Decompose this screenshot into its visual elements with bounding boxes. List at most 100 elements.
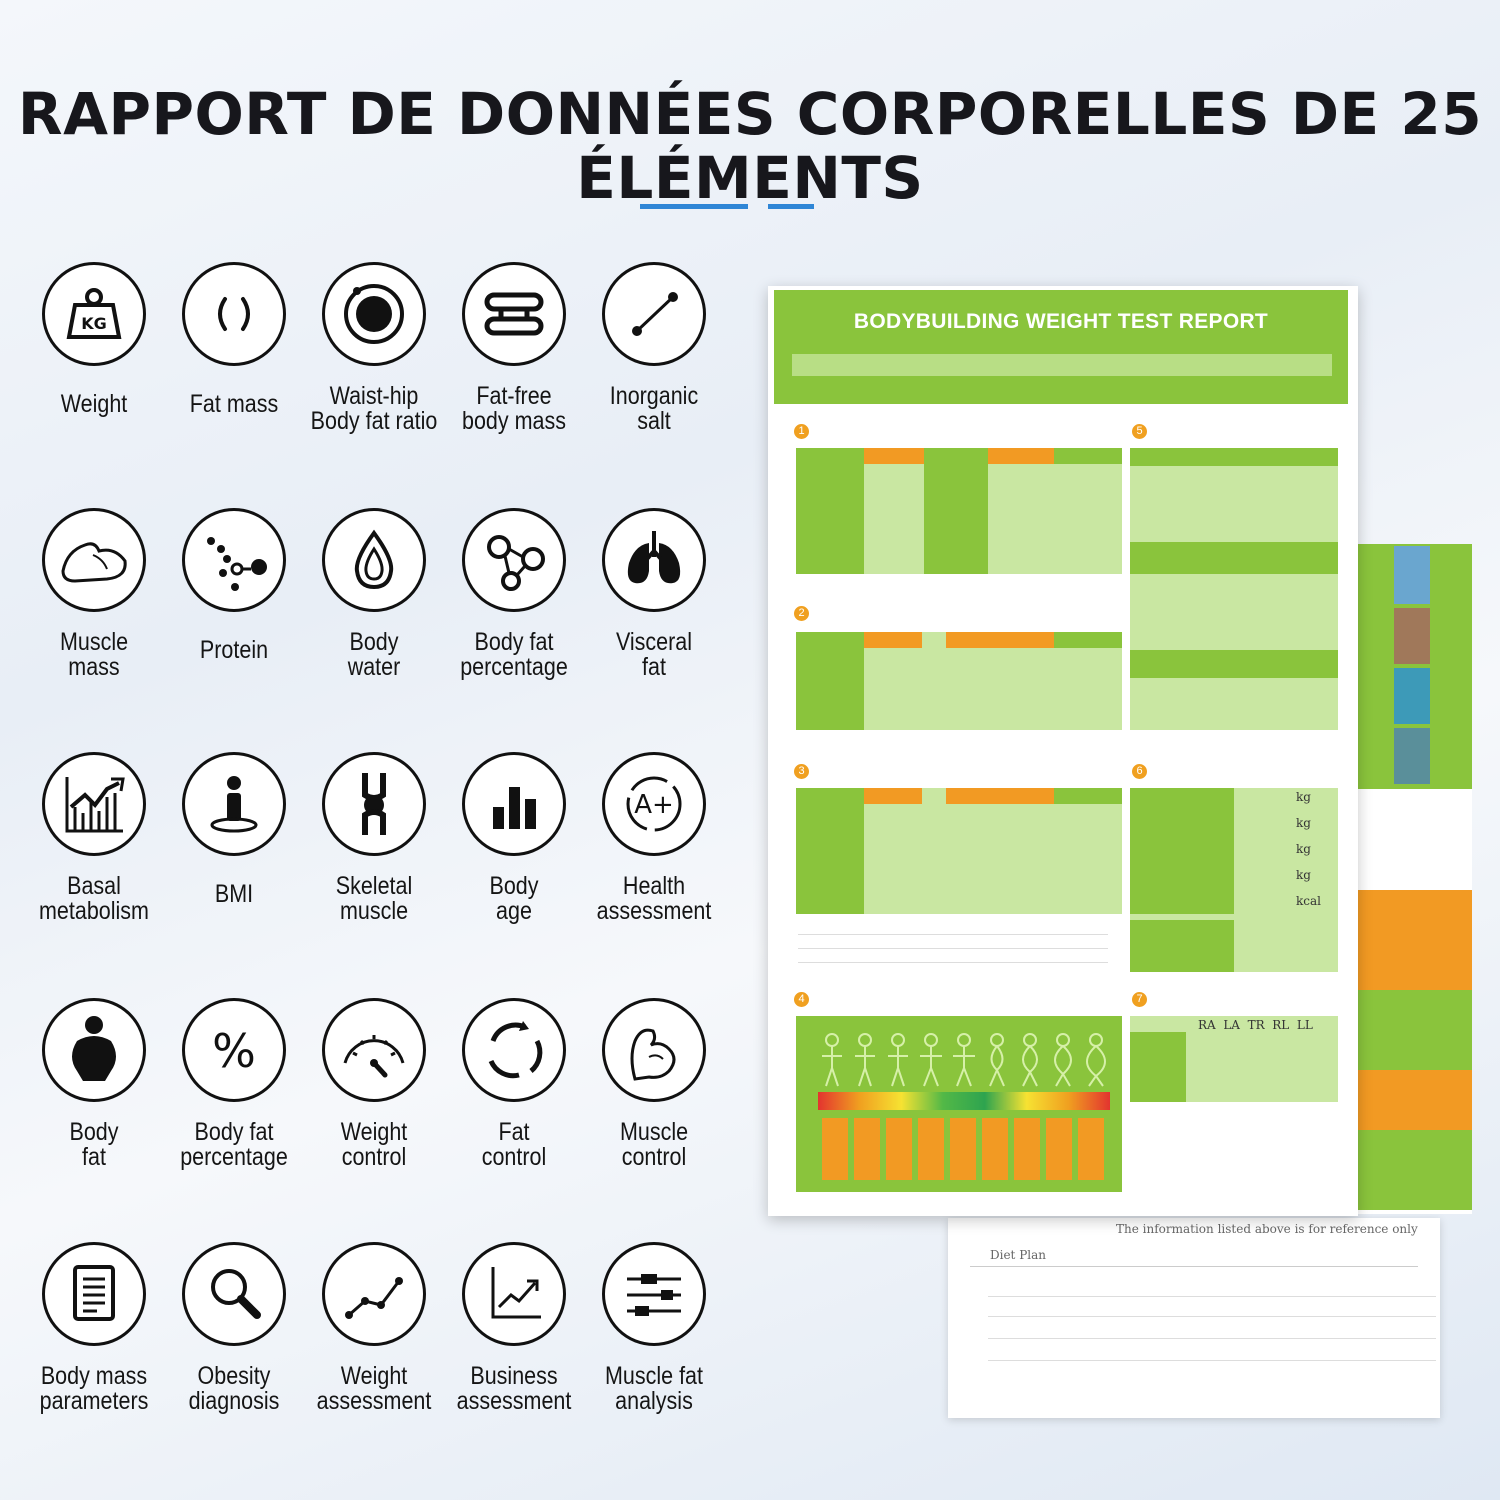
feature-label: BMI <box>170 882 297 907</box>
feature-label: Waist-hip Body fat ratio <box>310 382 438 434</box>
feature-label-line: assessment <box>456 1387 572 1415</box>
feature-label: Business assessment <box>450 1364 577 1414</box>
bone-joint-icon <box>322 752 426 856</box>
feature-item: Weight assessment <box>300 1242 448 1414</box>
feature-label-line: Body mass <box>40 1362 148 1390</box>
bar-chart-icon <box>462 752 566 856</box>
diet-plan-sheet: The information listed above is for refe… <box>948 1218 1440 1418</box>
growth-chart-icon <box>42 752 146 856</box>
line-graph-icon <box>322 1242 426 1346</box>
feature-label-line: parameters <box>39 1387 149 1415</box>
protein-dots-icon <box>182 508 286 612</box>
feature-label-line: Obesity <box>197 1362 271 1390</box>
feature-label: Visceral fat <box>590 630 717 680</box>
feature-label-line: Muscle <box>619 1118 689 1146</box>
weight-unit-1: kg <box>1296 790 1311 804</box>
molecule-icon <box>462 508 566 612</box>
title-underline-right <box>768 204 814 209</box>
feature-label-line: Business <box>470 1362 558 1390</box>
feature-item: BMI <box>160 752 308 907</box>
lungs-icon <box>602 508 706 612</box>
feature-label-line: Weight <box>60 390 128 418</box>
feature-label-line: Visceral <box>615 628 693 656</box>
feature-label-line: Body <box>349 628 399 656</box>
feature-item: KG Weight <box>20 262 168 417</box>
feature-item: Body mass parameters <box>20 1242 168 1414</box>
feature-label-line: Waist-hip <box>329 382 419 410</box>
feature-label: Body age <box>450 874 577 924</box>
feature-item: Fat mass <box>160 262 308 417</box>
feature-label-line: Protein <box>199 636 269 664</box>
flex-arm-icon <box>602 998 706 1102</box>
feature-label: Body fat percentage <box>170 1120 297 1170</box>
feature-label-line: Basal <box>67 872 121 900</box>
feature-label-line: body mass <box>462 407 566 435</box>
feature-item: Waist-hip Body fat ratio <box>300 262 448 434</box>
report-sheet: BODYBUILDING WEIGHT TEST REPORT 1 2 3 4 <box>768 286 1358 1216</box>
feature-item: Body water <box>300 508 448 680</box>
feature-label: Protein <box>170 638 297 663</box>
feature-label: Fat control <box>450 1120 577 1170</box>
feature-item: Muscle mass <box>20 508 168 680</box>
a-plus-icon: A+ <box>602 752 706 856</box>
document-list-icon <box>42 1242 146 1346</box>
title-line-2: ÉLÉMENTS <box>576 144 924 212</box>
bioelectrical-columns: RA LA TR RL LL <box>1198 1018 1313 1032</box>
feature-label: Muscle fat analysis <box>590 1364 717 1414</box>
feature-label-line: control <box>621 1143 687 1171</box>
feature-label-line: assessment <box>316 1387 432 1415</box>
feature-label-line: percentage <box>460 653 568 681</box>
feature-item: Weight control <box>300 998 448 1170</box>
feature-label-line: assessment <box>596 897 712 925</box>
feature-label-line: analysis <box>615 1387 693 1415</box>
feature-label-line: salt <box>637 407 671 435</box>
feature-label-line: mass <box>68 653 120 681</box>
feature-label-line: Weight <box>340 1362 408 1390</box>
feature-label-line: fat <box>642 653 666 681</box>
waist-hip-icon <box>322 262 426 366</box>
feature-label: Obesity diagnosis <box>170 1364 297 1414</box>
feature-item: Business assessment <box>440 1242 588 1414</box>
magnifier-icon <box>182 1242 286 1346</box>
weight-unit-4: kg <box>1296 868 1311 882</box>
feature-label-line: Fat <box>498 1118 530 1146</box>
feature-label: Weight <box>30 392 157 417</box>
feature-label-line: percentage <box>180 1143 288 1171</box>
report-footer-note: The information listed above is for refe… <box>1116 1222 1418 1236</box>
feature-label: Basal metabolism <box>30 874 157 924</box>
feature-label: Fat-free body mass <box>450 384 577 434</box>
feature-label: Muscle control <box>590 1120 717 1170</box>
feature-label-line: Body fat <box>474 628 554 656</box>
feature-label-line: water <box>347 653 401 681</box>
fat-mass-icon <box>182 262 286 366</box>
feature-label: Muscle mass <box>30 630 157 680</box>
feature-label-line: control <box>341 1143 407 1171</box>
molecule-line-icon <box>602 262 706 366</box>
feature-item: Basal metabolism <box>20 752 168 924</box>
feature-label: Body mass parameters <box>30 1364 157 1414</box>
weight-unit-3: kg <box>1296 842 1311 856</box>
feature-label: Weight assessment <box>310 1364 437 1414</box>
feature-label-line: BMI <box>214 880 254 908</box>
side-report-sheet <box>1356 544 1472 1214</box>
percent-icon: % <box>182 998 286 1102</box>
report-header: BODYBUILDING WEIGHT TEST REPORT <box>774 290 1348 404</box>
page-title: RAPPORT DE DONNÉES CORPORELLES DE 25 ÉLÉ… <box>0 82 1500 210</box>
feature-label-line: muscle <box>339 897 409 925</box>
feature-label: Health assessment <box>590 874 717 924</box>
weight-unit-5: kcal <box>1296 894 1321 908</box>
diet-plan-title: Diet Plan <box>990 1248 1046 1262</box>
feature-label-line: age <box>496 897 532 925</box>
weight-kg-icon: KG <box>42 262 146 366</box>
title-line-1: RAPPORT DE DONNÉES CORPORELLES DE 25 <box>17 80 1483 148</box>
feature-label-line: Muscle <box>59 628 129 656</box>
feature-label-line: Weight <box>340 1118 408 1146</box>
feature-item: Body age <box>440 752 588 924</box>
feature-item: A+ Health assessment <box>580 752 728 924</box>
body-silhouette-icon <box>42 998 146 1102</box>
title-underline-left <box>640 204 748 209</box>
feature-item: Skeletal muscle <box>300 752 448 924</box>
svg-text:A+: A+ <box>634 790 674 820</box>
muscle-arm-icon <box>42 508 146 612</box>
feature-label: Body fat percentage <box>450 630 577 680</box>
